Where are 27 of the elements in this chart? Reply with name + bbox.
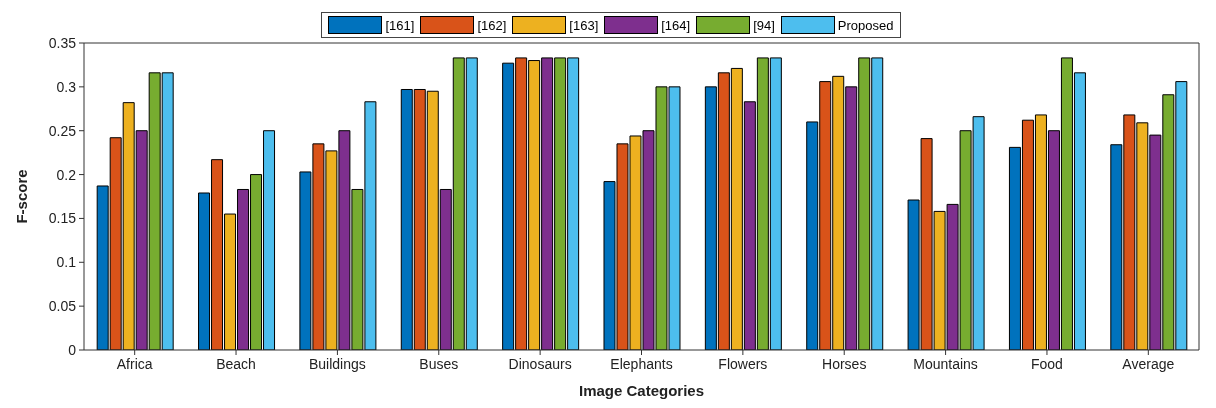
y-tick-label: 0.3 (56, 78, 77, 95)
legend-label: [161] (385, 17, 415, 33)
y-tick-label: 0.2 (56, 166, 77, 183)
legend-label: [162] (477, 17, 507, 33)
y-tick-label: 0.25 (48, 122, 77, 139)
legend-label: [163] (569, 17, 599, 33)
x-tick-label: Elephants (610, 355, 673, 372)
legend-label: [94] (753, 17, 775, 33)
legend-label: [164] (661, 17, 691, 33)
x-tick-label: Mountains (913, 355, 978, 372)
y-tick-label: 0 (68, 341, 77, 358)
y-tick-label: 0.1 (56, 254, 77, 271)
x-tick-label: Flowers (718, 355, 768, 372)
x-axis-title: Image Categories (578, 382, 705, 399)
x-tick-label: Average (1122, 355, 1175, 372)
y-tick-label: 0.05 (48, 298, 77, 315)
x-tick-label: Buildings (309, 355, 366, 372)
y-axis-title: F-score (13, 169, 31, 224)
x-tick-label: Buses (419, 355, 459, 372)
x-tick-label: Horses (822, 355, 867, 372)
x-tick-label: Food (1030, 355, 1063, 372)
y-tick-label: 0.35 (48, 34, 77, 51)
x-tick-label: Dinosaurs (508, 355, 572, 372)
x-tick-label: Africa (116, 355, 153, 372)
x-tick-label: Beach (216, 355, 256, 372)
y-tick-label: 0.15 (48, 210, 77, 227)
legend-label: Proposed (837, 17, 894, 33)
